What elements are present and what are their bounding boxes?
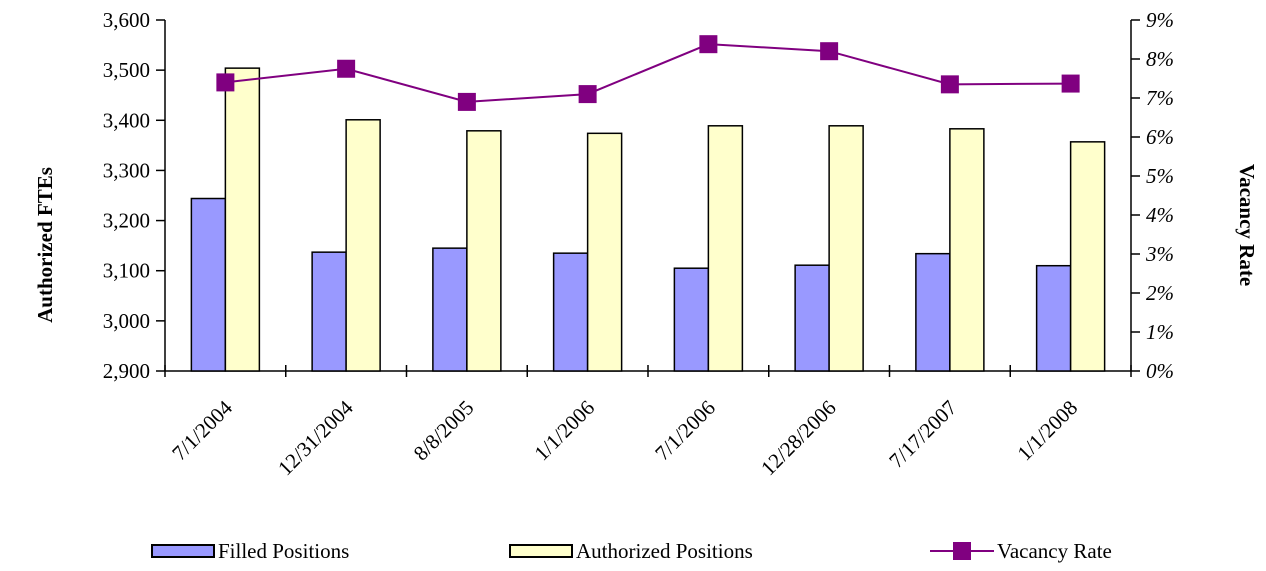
vacancy-rate-marker: [457, 92, 476, 111]
bar-filled-positions: [1035, 264, 1072, 372]
vacancy-rate-line: [216, 35, 1080, 111]
bar-authorized-positions: [949, 128, 985, 372]
bar-filled-positions: [794, 264, 830, 372]
bar-authorized-positions: [586, 132, 623, 372]
bar-filled-positions: [673, 267, 710, 372]
bar-authorized-positions: [707, 125, 744, 372]
y-tick-label-left: 3,000: [103, 309, 150, 333]
x-tick-label: 7/1/2004: [167, 395, 237, 465]
y-tick-label-left: 2,900: [103, 359, 150, 383]
x-tick-label: 8/8/2005: [409, 396, 479, 466]
x-tick-label: 1/1/2008: [1012, 396, 1082, 466]
x-tick-label: 1/1/2006: [529, 396, 599, 466]
vacancy-rate-marker: [578, 85, 597, 104]
bar-authorized-positions: [345, 119, 381, 372]
legend-item-vacancy-rate: Vacancy Rate: [930, 538, 1112, 564]
bar-filled-positions: [311, 251, 347, 372]
y-tick-label-left: 3,100: [103, 259, 150, 283]
legend-label-filled: Filled Positions: [218, 538, 350, 563]
x-tick-label: 7/17/2007: [884, 396, 961, 473]
x-tick-label: 12/31/2004: [273, 395, 358, 480]
vacancy-rate-marker: [216, 73, 235, 92]
y-tick-label-left: 3,400: [103, 108, 150, 132]
bar-authorized-positions: [224, 67, 261, 372]
y-tick-label-right: 0%: [1146, 359, 1174, 383]
bars: [190, 67, 1106, 372]
bar-filled-positions: [190, 197, 227, 372]
y-tick-label-right: 6%: [1146, 125, 1174, 149]
y-tick-label-right: 9%: [1146, 8, 1174, 32]
bar-authorized-positions: [466, 130, 502, 372]
vacancy-rate-marker: [940, 75, 959, 94]
vacancy-rate-polyline: [225, 43, 1071, 103]
y-tick-label-right: 4%: [1146, 203, 1174, 227]
x-tick-label: 12/28/2006: [756, 396, 841, 481]
y-tick-label-right: 7%: [1146, 86, 1174, 110]
legend-item-filled-positions: Filled Positions: [151, 538, 349, 564]
y-tick-label-right: 8%: [1146, 47, 1174, 71]
vacancy-rate-marker: [1061, 74, 1080, 93]
legend-swatch-authorized: [509, 544, 573, 558]
bar-filled-positions: [915, 252, 951, 372]
vacancy-rate-marker: [337, 59, 356, 78]
bar-filled-positions: [432, 247, 468, 372]
y-tick-label-right: 5%: [1146, 164, 1174, 188]
legend-label-authorized: Authorized Positions: [576, 538, 753, 563]
y-axis-right-title: Vacancy Rate: [1235, 164, 1259, 286]
legend-label-vacancy: Vacancy Rate: [997, 538, 1112, 563]
y-tick-label-left: 3,600: [103, 8, 150, 32]
bar-authorized-positions: [1069, 141, 1106, 372]
vacancy-rate-marker: [699, 35, 718, 54]
legend-swatch-filled: [151, 544, 215, 558]
y-tick-label-left: 3,300: [103, 158, 150, 182]
legend-item-authorized-positions: Authorized Positions: [509, 538, 753, 564]
y-tick-label-right: 1%: [1146, 320, 1174, 344]
bar-filled-positions: [552, 252, 589, 372]
y-tick-label-right: 2%: [1146, 281, 1174, 305]
y-tick-label-right: 3%: [1145, 242, 1174, 266]
bar-authorized-positions: [828, 125, 864, 372]
y-tick-label-left: 3,500: [103, 58, 150, 82]
legend-swatch-vacancy: [930, 541, 994, 561]
y-axis-left-title: Authorized FTEs: [33, 167, 57, 323]
vacancy-rate-marker: [820, 42, 839, 61]
y-tick-label-left: 3,200: [103, 209, 150, 233]
x-tick-label: 7/1/2006: [650, 396, 720, 466]
